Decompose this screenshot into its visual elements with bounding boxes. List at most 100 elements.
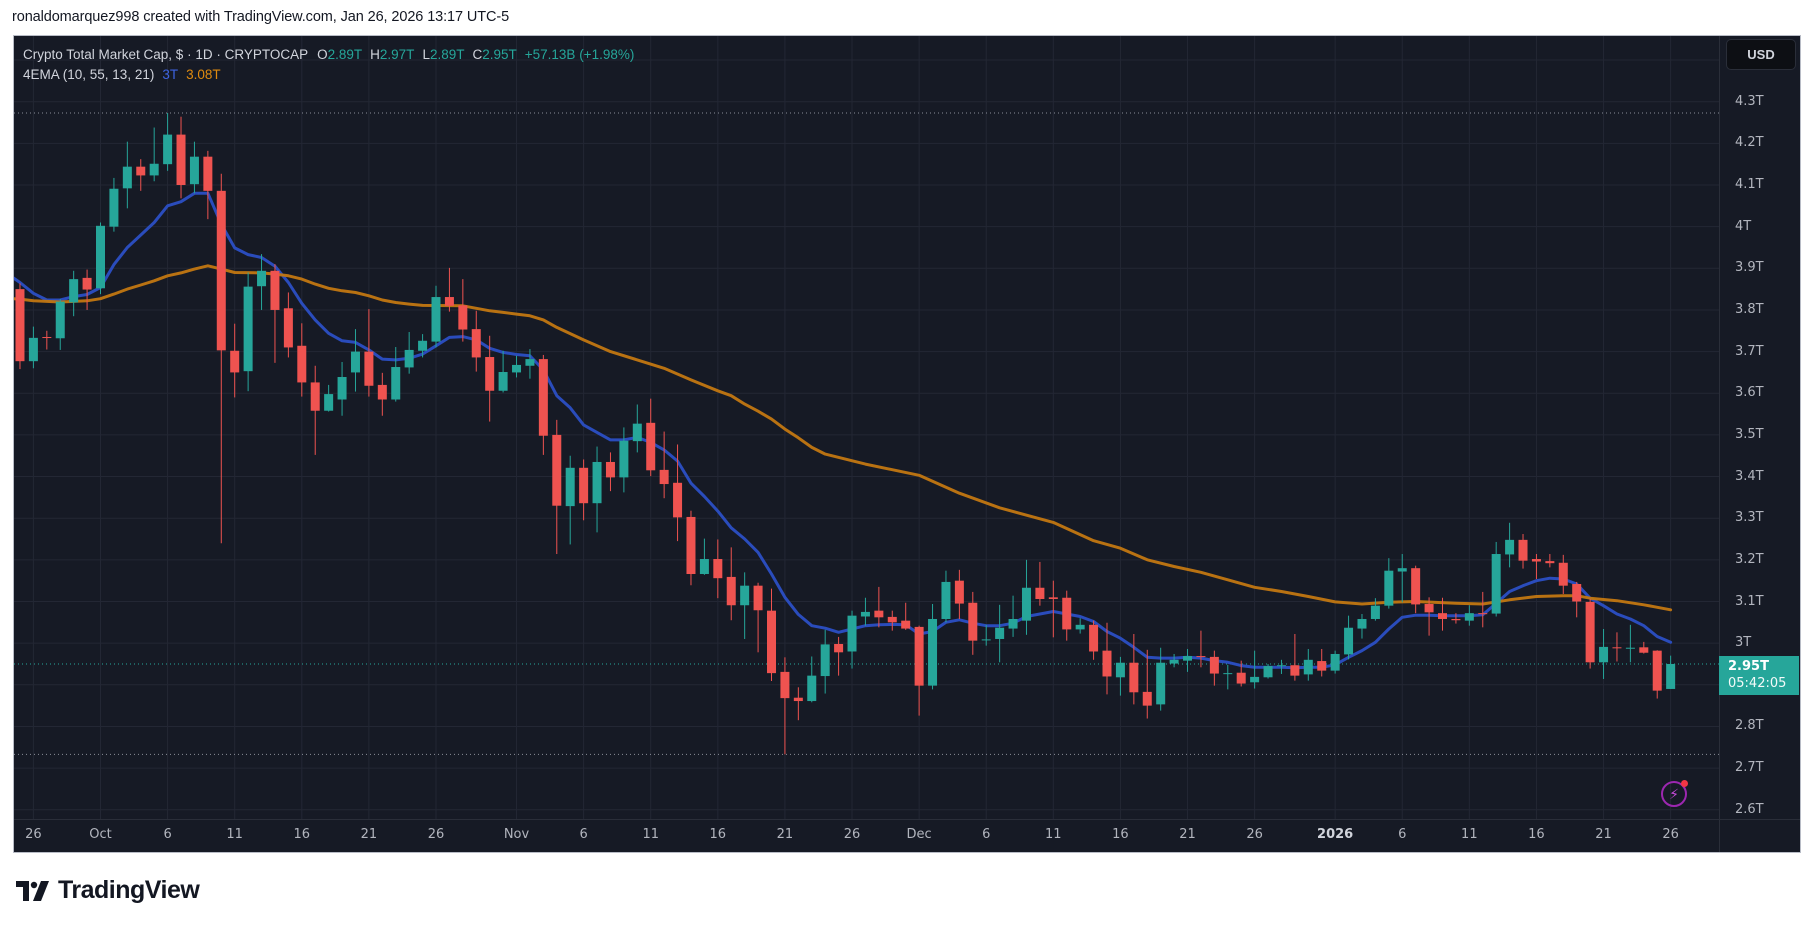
candle-body: [995, 627, 1005, 639]
chart-panel[interactable]: Crypto Total Market Cap, $ · 1D · CRYPTO…: [13, 35, 1801, 853]
candle-body: [1518, 539, 1528, 561]
last-price-value: 2.95T: [1728, 659, 1769, 674]
candle-body: [538, 359, 548, 436]
candle: [42, 330, 52, 350]
candle: [726, 547, 736, 621]
candle-body: [1021, 587, 1031, 621]
price-axis-label: 2.8T: [1735, 718, 1764, 734]
indicator-legend-row[interactable]: 4EMA (10, 55, 13, 21) 3T 3.08T: [23, 65, 642, 85]
ema-slow-line: [14, 264, 1673, 612]
candle-body: [1236, 672, 1246, 684]
price-axis-label: 3.7T: [1735, 343, 1764, 359]
candle: [1451, 613, 1461, 624]
price-chart[interactable]: [14, 36, 1801, 853]
candle: [96, 222, 105, 295]
candle-body: [82, 277, 92, 290]
price-axis-label: 3.5T: [1735, 426, 1764, 442]
candle: [1183, 648, 1193, 672]
candle-body: [337, 377, 347, 400]
candle-body: [136, 166, 146, 176]
candle-body: [740, 585, 750, 606]
candle-body: [1075, 624, 1085, 630]
candle-body: [1666, 663, 1676, 689]
ema-fast-value: 3T: [162, 67, 179, 82]
currency-button[interactable]: USD: [1726, 39, 1796, 70]
time-axis-label: 11: [226, 827, 243, 842]
candle: [1156, 647, 1166, 711]
candle: [525, 349, 535, 379]
candle: [15, 283, 25, 370]
candle: [216, 173, 226, 544]
candle: [699, 538, 709, 575]
candle: [1478, 591, 1488, 628]
candle-body: [1572, 584, 1582, 602]
candle: [941, 570, 951, 623]
lightning-icon[interactable]: ⚡︎: [1661, 780, 1688, 807]
candle-body: [753, 585, 763, 611]
candle: [1263, 663, 1273, 679]
candle: [659, 431, 669, 499]
price-axis-label: 3T: [1735, 635, 1752, 651]
candle-body: [1464, 613, 1474, 621]
candle: [1236, 660, 1246, 687]
price-axis-label: 4.3T: [1735, 93, 1764, 109]
candle: [1115, 656, 1125, 696]
candle: [646, 398, 656, 477]
time-axis-label: 26: [427, 827, 445, 842]
candle-body: [109, 188, 119, 227]
candle-body: [525, 359, 535, 366]
candle-body: [444, 297, 454, 306]
candle-body: [981, 639, 991, 641]
price-axis-label: 3.1T: [1735, 593, 1764, 609]
candle: [1102, 622, 1112, 695]
candle: [28, 326, 38, 369]
low-label: L: [422, 47, 430, 62]
candle: [1290, 633, 1300, 681]
symbol-legend-row[interactable]: Crypto Total Market Cap, $ · 1D · CRYPTO…: [23, 45, 642, 65]
price-axis-label: 3.6T: [1735, 385, 1764, 401]
candle-body: [834, 643, 844, 653]
candle: [834, 636, 844, 676]
candle: [257, 254, 267, 310]
candle: [928, 603, 938, 690]
time-axis-label: 16: [709, 827, 727, 842]
candle-body: [673, 482, 683, 518]
candle-body: [1652, 650, 1662, 691]
chart-legend: Crypto Total Market Cap, $ · 1D · CRYPTO…: [23, 45, 642, 85]
candle-body: [1115, 662, 1125, 678]
candle-body: [1478, 613, 1488, 615]
time-axis-label: 6: [982, 827, 991, 842]
candle: [1652, 650, 1662, 699]
candle: [1344, 615, 1354, 660]
candle: [324, 384, 334, 412]
candle-body: [1330, 653, 1340, 671]
candle: [1276, 659, 1286, 674]
candle-body: [1438, 613, 1447, 619]
candle: [632, 404, 642, 453]
last-price-tag: 2.95T 05:42:05: [1719, 656, 1799, 695]
candle-body: [418, 340, 428, 351]
candle-body: [860, 611, 870, 617]
high-value: 2.97T: [379, 47, 415, 62]
close-value: 2.95T: [482, 47, 517, 62]
price-axis-label: 4.2T: [1735, 135, 1764, 151]
candle: [1089, 620, 1099, 660]
candle: [874, 586, 884, 628]
candle-body: [203, 156, 213, 191]
candle: [579, 459, 589, 521]
candle: [820, 629, 830, 694]
candle: [176, 116, 186, 199]
candle: [1464, 605, 1474, 626]
candle: [377, 372, 387, 416]
candle-body: [189, 156, 199, 185]
candle-body: [1451, 618, 1461, 621]
tradingview-logo[interactable]: TradingView: [16, 876, 200, 905]
candle: [337, 362, 347, 416]
candle: [767, 588, 776, 682]
time-axis-label: 16: [1112, 827, 1129, 842]
candle-body: [1142, 691, 1152, 706]
candle-body: [1008, 618, 1018, 629]
candle-body: [1223, 673, 1233, 675]
open-label: O: [317, 47, 328, 62]
candle-body: [713, 559, 723, 579]
